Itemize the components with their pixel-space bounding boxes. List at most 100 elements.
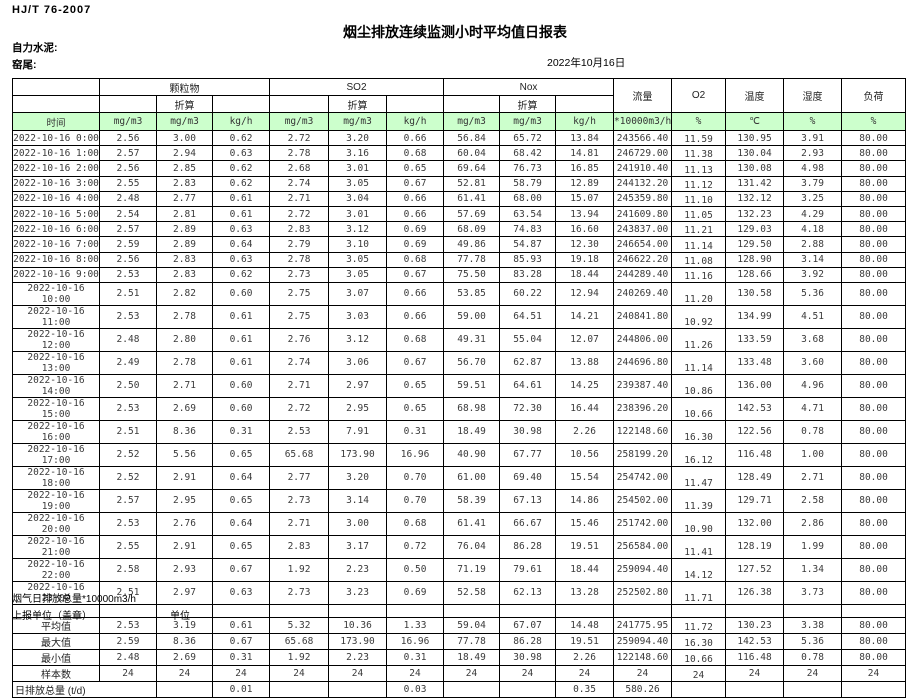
- summary-row: 平均值 2.53 3.19 0.61 5.32 10.36 1.33 59.04 67.07 14…: [12, 616, 907, 634]
- value-cell: 60.04: [443, 145, 501, 162]
- value-cell: 2.56: [99, 251, 157, 268]
- value-cell: 79.61: [499, 557, 557, 582]
- value-cell: 244132.20: [613, 175, 673, 192]
- value-cell: 76.73: [499, 160, 557, 177]
- value-cell: 80.00: [841, 511, 907, 536]
- value-cell: 2.81: [156, 205, 213, 223]
- spacer-cell: [613, 603, 673, 618]
- value-cell: 0.63: [211, 580, 271, 605]
- value-cell: 0.61: [211, 350, 271, 375]
- hour-row: 2022-10-16 23:00 2.51 2.97 0.63 2.73 3.23 0.69…: [12, 580, 907, 605]
- value-cell: 4.51: [783, 304, 843, 329]
- value-cell: 3.00: [328, 511, 388, 536]
- value-cell: 2.93: [156, 557, 213, 582]
- summary-value-cell: 10.66: [671, 648, 727, 666]
- value-cell: 122.56: [725, 419, 785, 444]
- value-cell: 0.72: [386, 534, 445, 559]
- value-cell: 1.34: [783, 557, 843, 582]
- spacer-cell: [386, 603, 445, 618]
- value-cell: 55.04: [499, 327, 557, 352]
- value-cell: 132.23: [725, 205, 785, 223]
- value-cell: 239387.40: [613, 373, 673, 398]
- unit-header: *10000m3/h: [613, 112, 673, 131]
- value-cell: 1.99: [783, 534, 843, 559]
- value-cell: 53.85: [443, 281, 501, 306]
- unit-header: mg/m3: [499, 112, 557, 131]
- value-cell: 10.86: [671, 373, 727, 398]
- unit-header: mg/m3: [269, 112, 330, 131]
- value-cell: 2.89: [156, 236, 213, 253]
- value-cell: 126.38: [725, 580, 785, 605]
- time-cell: 2022-10-16 23:00: [12, 580, 100, 605]
- summary-value-cell: 18.49: [443, 648, 501, 666]
- hour-row: 2022-10-16 13:00 2.49 2.78 0.61 2.74 3.06 0.67…: [12, 350, 907, 375]
- summary-value-cell: 86.28: [499, 632, 557, 650]
- value-cell: 11.10: [671, 190, 727, 207]
- value-cell: 10.56: [555, 442, 615, 467]
- value-cell: 0.66: [386, 129, 445, 147]
- summary-value-cell: 2.48: [99, 648, 157, 666]
- group-header-flow: 流量: [613, 78, 673, 113]
- value-cell: 3.05: [328, 175, 388, 192]
- hour-row: 2022-10-16 20:00 2.53 2.76 0.64 2.71 3.00 0.68…: [12, 511, 907, 536]
- value-cell: 16.12: [671, 442, 727, 467]
- value-cell: 0.66: [386, 205, 445, 223]
- value-cell: 0.31: [386, 419, 445, 444]
- value-cell: 2.69: [156, 396, 213, 421]
- value-cell: 0.62: [211, 129, 271, 147]
- value-cell: 14.12: [671, 557, 727, 582]
- value-cell: 4.96: [783, 373, 843, 398]
- value-cell: 80.00: [841, 442, 907, 467]
- hour-row: 2022-10-16 21:00 2.55 2.91 0.65 2.83 3.17 0.72…: [12, 534, 907, 559]
- time-cell: 2022-10-16 2:00: [12, 160, 100, 177]
- summary-value-cell: 24: [443, 664, 501, 682]
- value-cell: 3.01: [328, 160, 388, 177]
- summary-value-cell: 259094.40: [613, 632, 673, 650]
- daily-total-cell: 0.01: [211, 680, 271, 698]
- value-cell: 238396.20: [613, 396, 673, 421]
- value-cell: 80.00: [841, 281, 907, 306]
- standard-code: HJ/T 76-2007: [12, 4, 92, 16]
- summary-value-cell: 0.31: [211, 648, 271, 666]
- value-cell: 40.90: [443, 442, 501, 467]
- value-cell: 16.30: [671, 419, 727, 444]
- hour-row: 2022-10-16 19:00 2.57 2.95 0.65 2.73 3.14 0.70…: [12, 488, 907, 513]
- summary-value-cell: 241775.95: [613, 616, 673, 634]
- value-cell: 2.82: [156, 281, 213, 306]
- summary-value-cell: 122148.60: [613, 648, 673, 666]
- value-cell: 2.83: [156, 175, 213, 192]
- value-cell: 2.83: [269, 534, 330, 559]
- value-cell: 2.76: [156, 511, 213, 536]
- value-cell: 15.54: [555, 465, 615, 490]
- value-cell: 7.91: [328, 419, 388, 444]
- time-cell: 2022-10-16 11:00: [12, 304, 100, 329]
- value-cell: 10.90: [671, 511, 727, 536]
- value-cell: 16.44: [555, 396, 615, 421]
- value-cell: 244806.00: [613, 327, 673, 352]
- time-cell: 2022-10-16 14:00: [12, 373, 100, 398]
- value-cell: 2.54: [99, 205, 157, 223]
- value-cell: 2.95: [328, 396, 388, 421]
- value-cell: 3.23: [328, 580, 388, 605]
- value-cell: 0.69: [386, 580, 445, 605]
- page-title: 烟尘排放连续监测小时平均值日报表: [343, 24, 567, 40]
- time-cell: 2022-10-16 12:00: [12, 327, 100, 352]
- value-cell: 11.13: [671, 160, 727, 177]
- value-cell: 254742.00: [613, 465, 673, 490]
- value-cell: 2.71: [269, 511, 330, 536]
- unit-header: mg/m3: [156, 112, 213, 131]
- value-cell: 57.69: [443, 205, 501, 223]
- value-cell: 68.00: [499, 190, 557, 207]
- value-cell: 11.47: [671, 465, 727, 490]
- unit-label: 单位: [170, 611, 190, 622]
- value-cell: 12.89: [555, 175, 615, 192]
- value-cell: 2.72: [269, 129, 330, 147]
- value-cell: 66.67: [499, 511, 557, 536]
- value-cell: 0.62: [211, 160, 271, 177]
- daily-total-cell: [328, 680, 388, 698]
- value-cell: 2.75: [269, 281, 330, 306]
- value-cell: 18.44: [555, 266, 615, 283]
- value-cell: 0.31: [211, 419, 271, 444]
- value-cell: 2.48: [99, 190, 157, 207]
- unit-header: %: [841, 112, 907, 131]
